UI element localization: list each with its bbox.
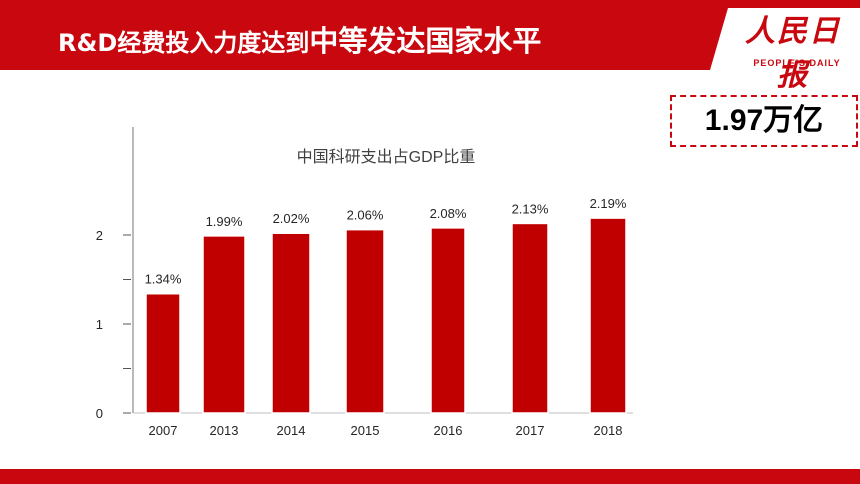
- amount-value: 1.97万亿: [704, 104, 824, 137]
- data-label: 2.19%: [590, 196, 627, 211]
- bar: [430, 227, 466, 414]
- amount-callout: 1.97万亿: [670, 95, 858, 147]
- data-label: 1.99%: [206, 214, 243, 229]
- x-tick-label: 2014: [277, 423, 306, 438]
- y-tick-label: 2: [96, 228, 103, 243]
- bar: [145, 292, 181, 414]
- logo-chinese: 人民日报: [745, 14, 841, 93]
- bar: [511, 222, 549, 414]
- y-tick-label: 0: [96, 406, 103, 421]
- page-title-part2: 中等发达国家水平: [309, 24, 542, 58]
- logo-english: PEOPLE'S DAILY: [753, 58, 841, 68]
- newspaper-logo: 人民日报 PEOPLE'S DAILY: [730, 4, 856, 93]
- data-label: 2.13%: [512, 201, 549, 216]
- chart-title: 中国科研支出占GDP比重: [297, 148, 476, 166]
- data-label: 2.06%: [347, 208, 384, 223]
- x-tick-label: 2018: [594, 423, 623, 438]
- page-title: R&D经费投入力度达到 中等发达国家水平: [58, 18, 541, 58]
- x-tick-label: 2007: [149, 423, 178, 438]
- bar: [345, 228, 385, 414]
- data-label: 2.08%: [430, 206, 467, 221]
- x-tick-label: 2016: [434, 423, 463, 438]
- x-tick-label: 2017: [516, 423, 545, 438]
- footer-bar: [0, 469, 860, 484]
- data-label: 1.34%: [145, 272, 182, 287]
- x-tick-label: 2013: [210, 423, 239, 438]
- bar: [271, 232, 311, 414]
- data-label: 2.02%: [273, 211, 310, 226]
- y-tick-label: 1: [96, 317, 103, 332]
- x-tick-label: 2015: [351, 423, 380, 438]
- bar: [202, 235, 246, 414]
- page-title-part1: R&D经费投入力度达到: [58, 29, 310, 57]
- bar: [589, 217, 627, 414]
